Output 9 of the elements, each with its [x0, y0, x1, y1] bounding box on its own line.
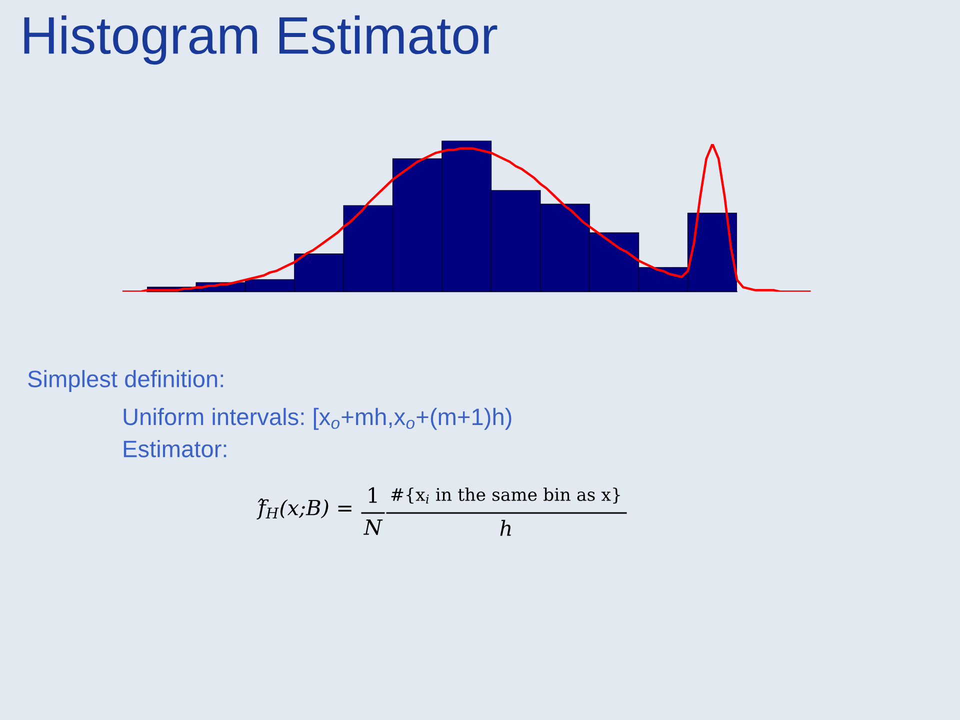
text: Uniform intervals: [x$_{o}$+mh,x$_{o}$+(m+1)h) [124, 408, 512, 430]
text: #{x$_{i}$ in the same bin as x} [391, 488, 620, 504]
text: N [363, 520, 383, 536]
text: h [500, 520, 511, 536]
text: 1 [368, 487, 377, 503]
chart-title: Histogram Estimator [24, 15, 498, 65]
text: Estimator: [124, 440, 226, 458]
text: Simplest definition: [28, 370, 224, 392]
text: f̂$_{H}$(x;B) = [256, 498, 352, 520]
